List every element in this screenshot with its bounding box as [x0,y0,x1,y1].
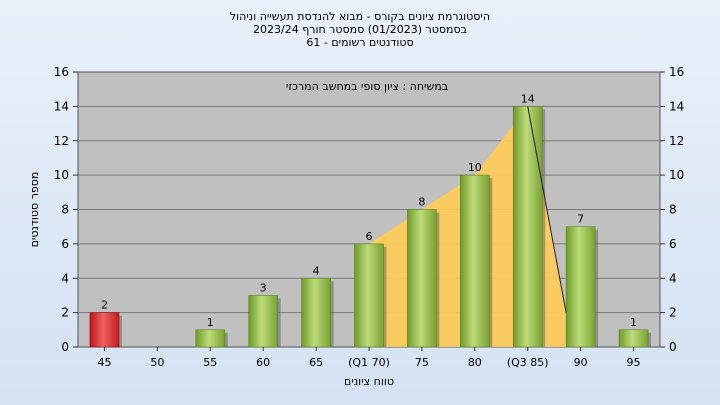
y-tick-label-left: 6 [61,237,69,251]
data-label: 14 [521,92,535,105]
y-tick-label-left: 8 [61,203,69,217]
chart-title-line-2: בסמסטר (01/2023) סמסטר חורף 2023/24 [253,23,467,36]
y-tick-label-right: 0 [669,340,677,354]
y-tick-label-left: 4 [61,271,69,285]
chart-annotation: במשיחה : ציון סופי במחשב המרכזי [286,80,448,93]
data-label: 3 [260,281,267,294]
x-tick-label: 60 [256,356,270,369]
y-axis-left: 0 2 4 6 8 10 12 14 16 [54,65,78,354]
x-tick-label: (Q1 70) [348,356,390,369]
y-tick-label-right: 12 [669,134,684,148]
y-tick-label-right: 16 [669,65,684,79]
bar-90 [565,226,596,348]
data-label: 1 [630,316,637,329]
x-tick-label: 45 [97,356,111,369]
x-tick-label: 90 [574,356,588,369]
x-tick-label: 50 [150,356,164,369]
y-tick-label-right: 2 [669,306,677,320]
data-label: 4 [313,264,320,277]
data-label: 7 [577,213,584,226]
y-tick-label-left: 0 [61,340,69,354]
y-tick-label-left: 10 [54,168,69,182]
y-axis-title: מספר סטודנטים [28,172,41,248]
x-tick-label: 75 [415,356,429,369]
y-axis-right: 0 2 4 6 8 10 12 14 16 [660,65,684,354]
x-tick-label: 55 [203,356,217,369]
y-tick-label-left: 16 [54,65,69,79]
x-axis-title: טווח ציונים [344,375,394,388]
y-tick-label-left: 12 [54,134,69,148]
bar-(Q3 85) [512,106,543,348]
quartile-band-edge [527,106,567,313]
data-label: 6 [366,230,373,243]
x-tick-label: (Q3 85) [507,356,549,369]
chart-title-line-1: היסטוגרמת ציונים בקורס - מבוא להנדסת תעש… [229,10,491,23]
bar-95 [618,329,649,348]
data-label: 8 [418,196,425,209]
x-tick-label: 65 [309,356,323,369]
y-tick-label-left: 2 [61,306,69,320]
bar-75 [407,209,437,348]
bars: 2 1 3 4 6 8 10 14 7 1 [89,92,652,348]
bar-45 [89,312,120,348]
bar-65 [301,277,331,348]
y-tick-label-right: 8 [669,203,677,217]
y-tick-label-right: 10 [669,168,684,182]
y-tick-label-right: 6 [669,237,677,251]
x-tick-label: 95 [627,356,641,369]
bar-60 [248,295,278,348]
x-tick-label: 80 [468,356,482,369]
data-label: 1 [207,316,214,329]
x-axis: 45 50 55 60 65 (Q1 70) 75 80 (Q3 85) 90 95 [97,347,641,369]
bar-(Q1 70) [354,243,384,348]
y-tick-label-right: 14 [669,99,684,113]
chart-title-line-3: סטודנטים רשומים - 61 [306,36,414,49]
bar-55 [195,329,226,348]
data-label: 2 [101,299,108,312]
y-tick-label-right: 4 [669,271,677,285]
data-label: 10 [468,161,482,174]
bar-80 [460,174,490,348]
y-tick-label-left: 14 [54,99,69,113]
